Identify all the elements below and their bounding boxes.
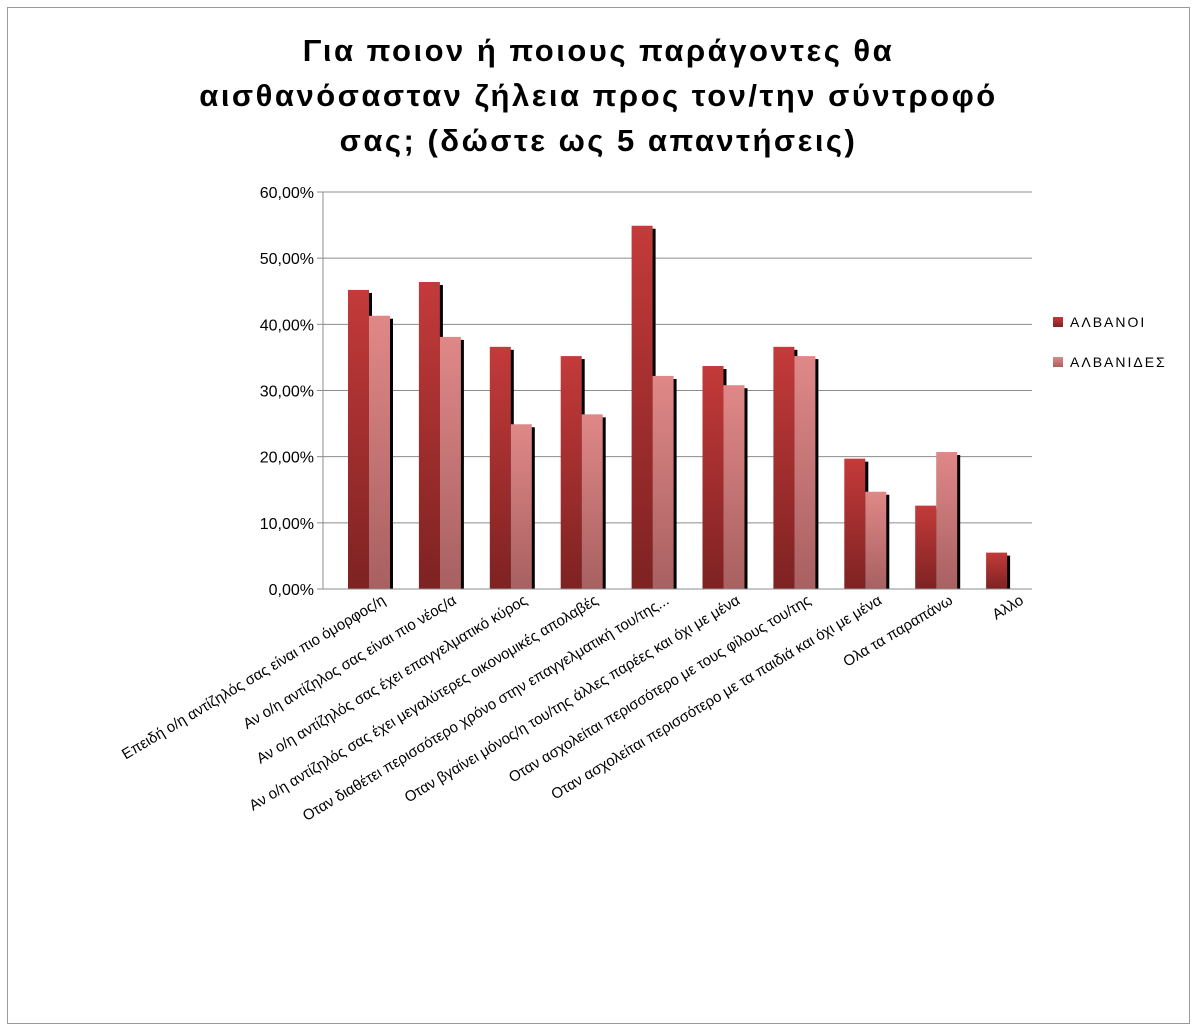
bar-albanides — [581, 414, 603, 589]
legend-swatch — [1053, 317, 1063, 327]
bar-albanides — [369, 315, 390, 589]
bar-albanoi — [489, 346, 511, 589]
legend-label: ΑΛΒΑΝΟΙ — [1070, 314, 1146, 330]
y-tick-label: 10,00% — [260, 516, 314, 533]
bar-albanides — [794, 356, 816, 589]
bar-albanides — [510, 424, 532, 589]
bar-albanides — [865, 491, 887, 589]
y-tick-label: 60,00% — [260, 185, 314, 202]
y-tick-label: 0,00% — [269, 582, 314, 599]
bar-albanides — [439, 336, 461, 589]
bar-albanides — [936, 452, 958, 589]
y-tick-label: 20,00% — [260, 450, 314, 467]
y-tick-label: 40,00% — [260, 317, 314, 334]
chart-title: Για ποιον ή ποιους παράγοντες θα αισθανό… — [199, 33, 998, 158]
bar-albanides — [723, 385, 745, 589]
bar-albanides — [652, 375, 674, 589]
bar-albanoi — [631, 225, 653, 589]
bar-albanoi — [986, 552, 1008, 589]
legend-label: ΑΛΒΑΝΙΔΕΣ — [1070, 354, 1167, 370]
legend-swatch — [1053, 357, 1063, 367]
y-tick-label: 50,00% — [260, 251, 314, 268]
y-tick-label: 30,00% — [260, 384, 314, 401]
bar-albanoi — [560, 356, 582, 589]
bar-albanoi — [702, 366, 724, 589]
bar-albanoi — [915, 505, 937, 589]
x-tick-label: Επειδή ο/η αντίζηλός σας είναι πιο όμορφ… — [119, 592, 389, 763]
bar-albanoi — [418, 281, 440, 589]
bar-albanoi — [773, 346, 795, 589]
bar-albanoi — [844, 458, 866, 589]
x-tick-label: Αλλο — [989, 592, 1026, 624]
x-tick-label: Οταν ασχολείται περισσότερο με τα παιδιά… — [548, 592, 885, 804]
bar-albanoi — [348, 289, 369, 589]
